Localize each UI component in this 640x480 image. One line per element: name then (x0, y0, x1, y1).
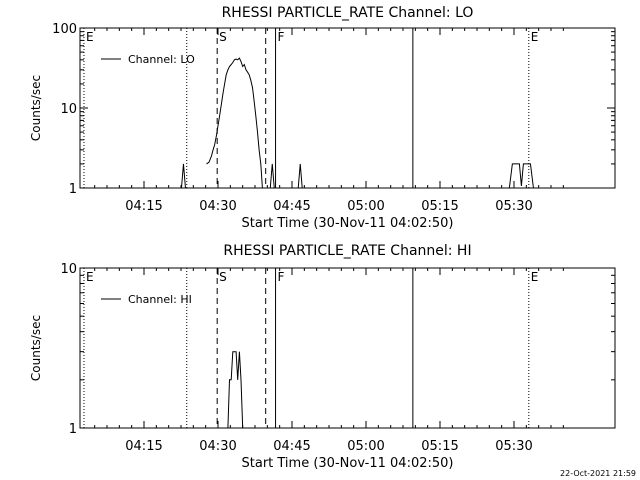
x-tick-label: 04:15 (125, 199, 162, 214)
x-tick-label: 05:30 (495, 439, 532, 454)
x-tick-label: 04:45 (273, 199, 310, 214)
legend-entry: Channel: LO (128, 53, 195, 66)
event-marker-label: S (219, 30, 227, 44)
series-spike (269, 163, 275, 189)
event-marker-label: E (531, 270, 539, 284)
x-tick-label: 04:15 (125, 439, 162, 454)
plot-frame (79, 267, 616, 429)
y-axis-label: Counts/sec (29, 75, 43, 141)
series-spike (297, 163, 303, 189)
event-marker-label: F (278, 270, 285, 284)
y-tick-label: 1 (69, 182, 77, 197)
footer-timestamp: 22-Oct-2021 21:59 (560, 469, 636, 478)
x-tick-label: 04:45 (273, 439, 310, 454)
x-tick-label: 05:30 (495, 199, 532, 214)
event-marker-label: E (86, 270, 94, 284)
chart-panel-1: RHESSI PARTICLE_RATE Channel: LO 1 10 100 Co… (29, 5, 616, 231)
x-tick-label: 04:30 (199, 439, 236, 454)
chart-title: RHESSI PARTICLE_RATE Channel: LO (222, 5, 474, 21)
series-line (227, 351, 244, 429)
x-axis-label: Start Time (30-Nov-11 04:02:50) (242, 456, 454, 471)
event-marker-label: S (219, 270, 227, 284)
chart-panel-2: RHESSI PARTICLE_RATE Channel: HI 1 10 Count… (29, 243, 616, 471)
x-tick-label: 04:30 (199, 199, 236, 214)
x-axis-label: Start Time (30-Nov-11 04:02:50) (242, 216, 454, 231)
series-spike (180, 163, 186, 189)
event-marker-label: F (278, 30, 285, 44)
y-tick-label: 10 (60, 102, 77, 117)
event-marker-label: E (86, 30, 94, 44)
y-tick-label: 10 (60, 262, 77, 277)
y-axis-label: Counts/sec (29, 315, 43, 381)
chart-title: RHESSI PARTICLE_RATE Channel: HI (223, 243, 471, 259)
x-tick-label: 05:00 (347, 439, 384, 454)
event-marker-label: E (531, 30, 539, 44)
x-tick-label: 05:00 (347, 199, 384, 214)
y-tick-label: 100 (52, 22, 77, 37)
y-tick-label: 1 (69, 422, 77, 437)
legend-entry: Channel: HI (128, 293, 192, 306)
x-tick-label: 05:15 (421, 199, 458, 214)
series-plateau (508, 163, 534, 189)
x-tick-label: 05:15 (421, 439, 458, 454)
series-line (206, 57, 263, 189)
